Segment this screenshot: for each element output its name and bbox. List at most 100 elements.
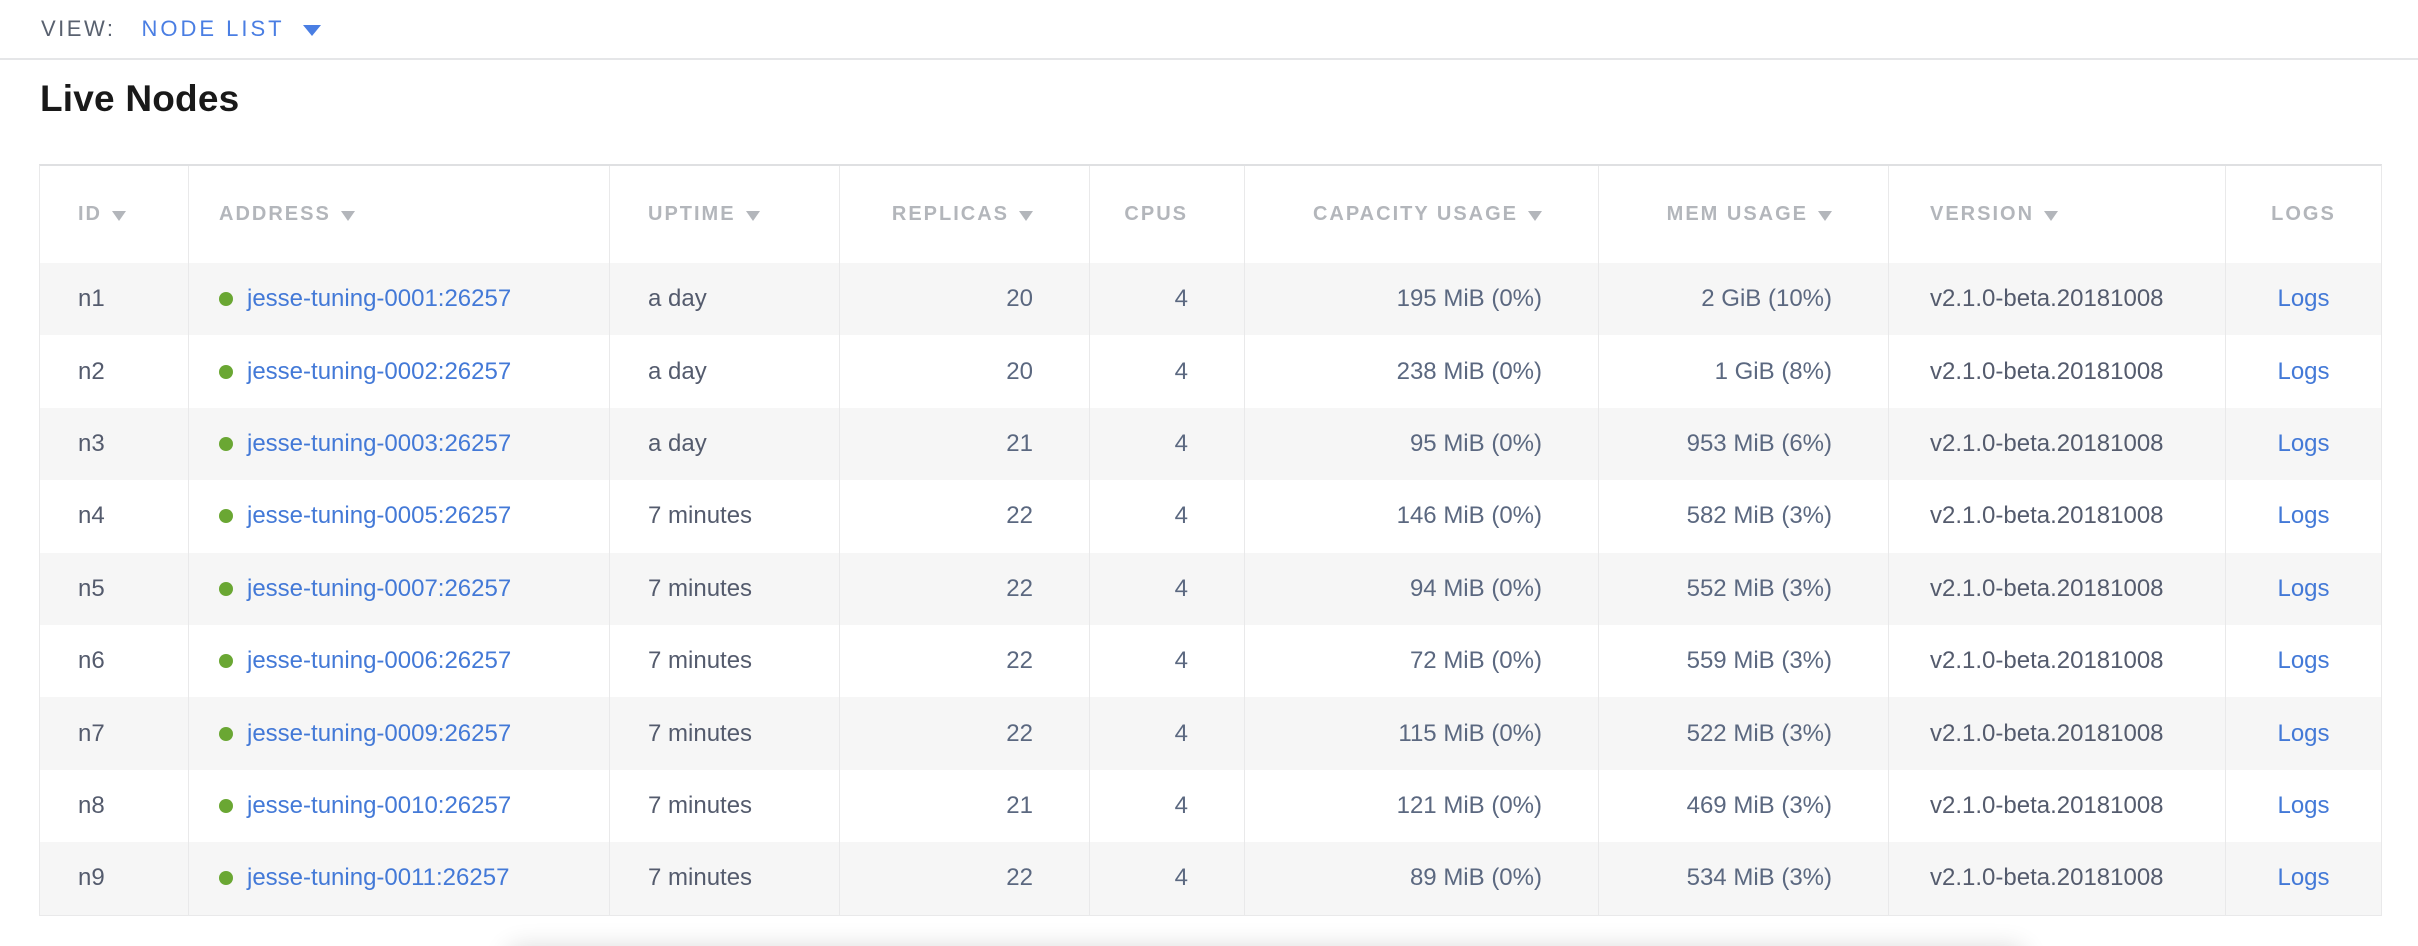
table-row: n4 jesse-tuning-0005:26257 7 minutes 22 … bbox=[40, 480, 2381, 553]
node-live-status-icon bbox=[219, 364, 233, 379]
node-capacity-cell: 115 MiB (0%) bbox=[1245, 697, 1599, 770]
column-header-address[interactable]: ADDRESS bbox=[189, 166, 610, 263]
node-id-cell: n8 bbox=[40, 769, 189, 843]
node-id-cell: n7 bbox=[40, 697, 189, 770]
node-uptime-cell: 7 minutes bbox=[610, 769, 840, 843]
node-live-status-icon bbox=[219, 798, 233, 813]
node-address-cell: jesse-tuning-0007:26257 bbox=[189, 552, 610, 625]
sort-desc-icon bbox=[112, 210, 126, 221]
table-row: n5 jesse-tuning-0007:26257 7 minutes 22 … bbox=[40, 552, 2381, 625]
node-mem-cell: 552 MiB (3%) bbox=[1599, 552, 1889, 625]
table-row: n2 jesse-tuning-0002:26257 a day 20 4 23… bbox=[40, 335, 2381, 408]
column-header-mem-usage[interactable]: MEM USAGE bbox=[1599, 166, 1889, 263]
node-cpus-cell: 4 bbox=[1090, 552, 1245, 625]
table-row: n6 jesse-tuning-0006:26257 7 minutes 22 … bbox=[40, 624, 2381, 698]
node-cpus-cell: 4 bbox=[1090, 842, 1245, 915]
node-logs-cell: Logs bbox=[2226, 553, 2381, 625]
chevron-down-icon bbox=[302, 25, 321, 36]
node-address-cell: jesse-tuning-0009:26257 bbox=[189, 697, 610, 770]
node-capacity-cell: 238 MiB (0%) bbox=[1245, 335, 1599, 408]
node-mem-cell: 469 MiB (3%) bbox=[1599, 769, 1889, 843]
node-logs-cell: Logs bbox=[2226, 770, 2381, 842]
node-replicas-cell: 20 bbox=[840, 263, 1090, 336]
column-header-capacity-usage[interactable]: CAPACITY USAGE bbox=[1245, 166, 1599, 263]
column-header-replicas[interactable]: REPLICAS bbox=[840, 166, 1090, 263]
live-nodes-table: ID ADDRESS UPTIME REPLICAS CPUS CAPACITY… bbox=[39, 164, 2382, 916]
node-logs-cell: Logs bbox=[2226, 697, 2381, 769]
node-logs-link[interactable]: Logs bbox=[2277, 791, 2330, 819]
view-label: VIEW: bbox=[41, 16, 116, 41]
node-replicas-cell: 22 bbox=[840, 624, 1090, 698]
column-header-id[interactable]: ID bbox=[40, 166, 189, 263]
sort-desc-icon bbox=[745, 210, 760, 221]
node-logs-link[interactable]: Logs bbox=[2277, 574, 2330, 602]
column-header-uptime[interactable]: UPTIME bbox=[610, 166, 840, 263]
node-cpus-cell: 4 bbox=[1090, 769, 1245, 843]
node-address-link[interactable]: jesse-tuning-0006:26257 bbox=[247, 647, 512, 675]
node-version-cell: v2.1.0-beta.20181008 bbox=[1889, 480, 2226, 553]
page-title: Live Nodes bbox=[40, 78, 240, 119]
node-version-cell: v2.1.0-beta.20181008 bbox=[1889, 263, 2226, 336]
sort-desc-icon bbox=[340, 210, 355, 221]
node-logs-cell: Logs bbox=[2226, 335, 2381, 407]
node-replicas-cell: 22 bbox=[840, 552, 1090, 625]
node-mem-cell: 582 MiB (3%) bbox=[1599, 480, 1889, 553]
node-address-cell: jesse-tuning-0006:26257 bbox=[189, 624, 610, 698]
node-cpus-cell: 4 bbox=[1090, 480, 1245, 553]
node-address-link[interactable]: jesse-tuning-0007:26257 bbox=[247, 574, 512, 602]
node-logs-link[interactable]: Logs bbox=[2277, 647, 2330, 675]
node-replicas-cell: 21 bbox=[840, 769, 1090, 843]
node-logs-link[interactable]: Logs bbox=[2277, 864, 2330, 892]
node-logs-link[interactable]: Logs bbox=[2277, 502, 2330, 530]
node-id-cell: n4 bbox=[40, 480, 189, 553]
node-logs-link[interactable]: Logs bbox=[2277, 719, 2330, 747]
table-body: n1 jesse-tuning-0001:26257 a day 20 4 19… bbox=[40, 263, 2381, 915]
node-replicas-cell: 20 bbox=[840, 335, 1090, 408]
node-capacity-cell: 121 MiB (0%) bbox=[1245, 769, 1599, 843]
node-address-link[interactable]: jesse-tuning-0002:26257 bbox=[247, 357, 512, 385]
node-uptime-cell: 7 minutes bbox=[610, 697, 840, 770]
node-logs-link[interactable]: Logs bbox=[2277, 357, 2330, 385]
node-address-cell: jesse-tuning-0002:26257 bbox=[189, 335, 610, 408]
node-logs-link[interactable]: Logs bbox=[2277, 429, 2330, 457]
column-header-logs: LOGS bbox=[2271, 203, 2336, 225]
table-row: n3 jesse-tuning-0003:26257 a day 21 4 95… bbox=[40, 407, 2381, 481]
node-id-cell: n2 bbox=[40, 335, 189, 408]
node-address-link[interactable]: jesse-tuning-0001:26257 bbox=[247, 285, 512, 313]
node-live-status-icon bbox=[219, 292, 233, 307]
node-address-link[interactable]: jesse-tuning-0009:26257 bbox=[247, 719, 512, 747]
view-bar: VIEW: NODE LIST bbox=[0, 0, 2418, 60]
node-address-link[interactable]: jesse-tuning-0003:26257 bbox=[247, 429, 512, 457]
sort-desc-icon bbox=[1818, 210, 1832, 221]
node-address-cell: jesse-tuning-0010:26257 bbox=[189, 769, 610, 843]
table-row: n9 jesse-tuning-0011:26257 7 minutes 22 … bbox=[40, 842, 2381, 915]
node-version-cell: v2.1.0-beta.20181008 bbox=[1889, 769, 2226, 843]
table-row: n1 jesse-tuning-0001:26257 a day 20 4 19… bbox=[40, 263, 2381, 336]
node-uptime-cell: 7 minutes bbox=[610, 624, 840, 698]
node-address-link[interactable]: jesse-tuning-0011:26257 bbox=[247, 864, 510, 892]
node-uptime-cell: 7 minutes bbox=[610, 480, 840, 553]
node-live-status-icon bbox=[219, 581, 233, 596]
view-selector-dropdown[interactable]: NODE LIST bbox=[141, 16, 321, 42]
node-capacity-cell: 72 MiB (0%) bbox=[1245, 624, 1599, 698]
node-id-cell: n9 bbox=[40, 842, 189, 915]
node-replicas-cell: 22 bbox=[840, 842, 1090, 915]
node-cpus-cell: 4 bbox=[1090, 407, 1245, 481]
node-mem-cell: 534 MiB (3%) bbox=[1599, 842, 1889, 915]
column-header-version[interactable]: VERSION bbox=[1889, 166, 2226, 263]
node-address-link[interactable]: jesse-tuning-0005:26257 bbox=[247, 502, 512, 530]
node-replicas-cell: 22 bbox=[840, 697, 1090, 770]
node-replicas-cell: 22 bbox=[840, 480, 1090, 553]
view-selector-value[interactable]: NODE LIST bbox=[141, 16, 285, 41]
node-address-link[interactable]: jesse-tuning-0010:26257 bbox=[247, 791, 512, 819]
node-logs-link[interactable]: Logs bbox=[2277, 285, 2330, 313]
node-logs-cell: Logs bbox=[2226, 408, 2381, 480]
node-replicas-cell: 21 bbox=[840, 407, 1090, 481]
node-uptime-cell: a day bbox=[610, 263, 840, 336]
sort-desc-icon bbox=[2044, 210, 2059, 221]
node-id-cell: n6 bbox=[40, 624, 189, 698]
sort-desc-icon bbox=[1528, 210, 1542, 221]
node-address-cell: jesse-tuning-0003:26257 bbox=[189, 407, 610, 481]
node-mem-cell: 953 MiB (6%) bbox=[1599, 407, 1889, 481]
